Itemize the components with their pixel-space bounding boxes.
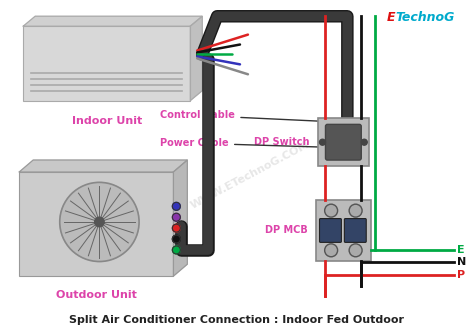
Text: TechnoG: TechnoG	[395, 11, 455, 24]
FancyBboxPatch shape	[345, 218, 366, 243]
Text: Control Cable: Control Cable	[161, 111, 341, 124]
Circle shape	[173, 224, 180, 232]
Text: DP Switch: DP Switch	[254, 137, 310, 147]
Circle shape	[95, 217, 104, 227]
Text: Split Air Conditioner Connection : Indoor Fed Outdoor: Split Air Conditioner Connection : Indoo…	[70, 315, 404, 325]
Bar	[19, 172, 173, 276]
Circle shape	[325, 244, 337, 257]
Text: WWW.ETechnoG.COM: WWW.ETechnoG.COM	[189, 139, 311, 211]
Polygon shape	[23, 16, 202, 26]
Polygon shape	[19, 160, 187, 172]
Text: Power Cable: Power Cable	[161, 138, 353, 150]
Polygon shape	[173, 160, 187, 276]
Text: N: N	[457, 257, 466, 267]
Circle shape	[60, 182, 139, 262]
Text: Indoor Unit: Indoor Unit	[72, 117, 142, 126]
Text: Outdoor Unit: Outdoor Unit	[56, 290, 137, 300]
Bar	[318, 118, 369, 166]
Circle shape	[173, 246, 180, 254]
Circle shape	[173, 235, 180, 243]
Text: DP MCB: DP MCB	[265, 225, 308, 236]
Polygon shape	[190, 16, 202, 100]
Bar	[23, 26, 190, 100]
Circle shape	[361, 139, 367, 145]
Text: E: E	[457, 245, 465, 255]
Circle shape	[173, 213, 180, 221]
FancyBboxPatch shape	[326, 124, 361, 160]
Text: P: P	[457, 270, 465, 280]
Circle shape	[173, 202, 180, 210]
Bar	[316, 200, 371, 261]
FancyBboxPatch shape	[319, 218, 341, 243]
Circle shape	[349, 244, 362, 257]
Circle shape	[319, 139, 326, 145]
Circle shape	[325, 204, 337, 217]
Circle shape	[349, 204, 362, 217]
Text: E: E	[387, 11, 396, 24]
